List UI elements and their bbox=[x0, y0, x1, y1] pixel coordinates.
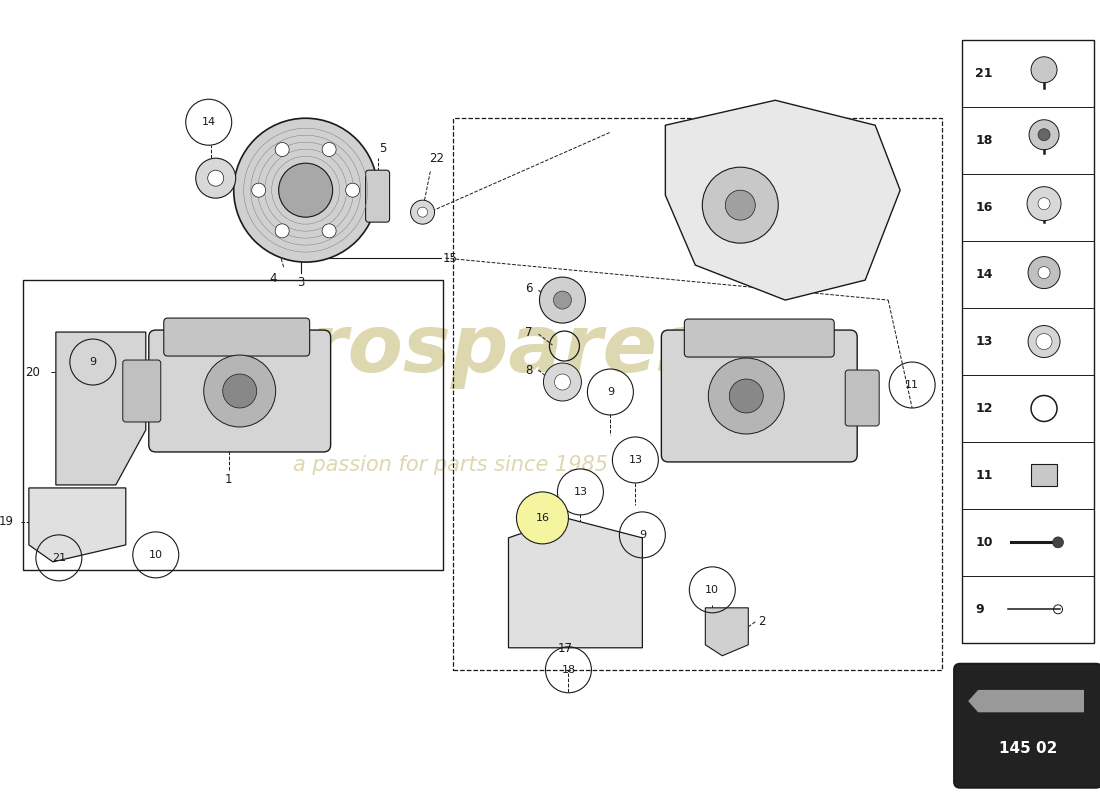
Circle shape bbox=[345, 183, 360, 197]
Circle shape bbox=[410, 200, 435, 224]
Text: 10: 10 bbox=[975, 536, 992, 549]
Polygon shape bbox=[29, 488, 125, 562]
Circle shape bbox=[543, 363, 582, 401]
Circle shape bbox=[1030, 120, 1059, 150]
Circle shape bbox=[725, 190, 756, 220]
Text: a passion for parts since 1985: a passion for parts since 1985 bbox=[293, 455, 608, 475]
Text: 1: 1 bbox=[868, 415, 876, 429]
Text: 9: 9 bbox=[89, 357, 97, 367]
Circle shape bbox=[702, 167, 779, 243]
Circle shape bbox=[1053, 537, 1064, 548]
Text: 9: 9 bbox=[639, 530, 646, 540]
FancyBboxPatch shape bbox=[123, 360, 161, 422]
FancyBboxPatch shape bbox=[148, 330, 331, 452]
Circle shape bbox=[1028, 326, 1060, 358]
Circle shape bbox=[1038, 266, 1050, 278]
Text: 13: 13 bbox=[628, 455, 642, 465]
Text: 12: 12 bbox=[733, 174, 748, 186]
Circle shape bbox=[1027, 186, 1062, 221]
Polygon shape bbox=[666, 100, 900, 300]
FancyBboxPatch shape bbox=[684, 319, 834, 357]
Text: 6: 6 bbox=[525, 282, 532, 294]
Circle shape bbox=[275, 142, 289, 157]
Text: 14: 14 bbox=[975, 268, 992, 281]
Text: 17: 17 bbox=[558, 642, 573, 654]
Text: 13: 13 bbox=[573, 487, 587, 497]
Circle shape bbox=[196, 158, 235, 198]
Text: 21: 21 bbox=[975, 67, 992, 80]
Polygon shape bbox=[56, 332, 146, 485]
Polygon shape bbox=[968, 690, 1084, 712]
Text: 1: 1 bbox=[226, 474, 232, 486]
Circle shape bbox=[1038, 129, 1050, 141]
Text: 12: 12 bbox=[975, 402, 992, 415]
Circle shape bbox=[1031, 395, 1057, 422]
Circle shape bbox=[708, 358, 784, 434]
Circle shape bbox=[233, 118, 377, 262]
Circle shape bbox=[252, 183, 266, 197]
Text: 8: 8 bbox=[525, 363, 532, 377]
Text: 3: 3 bbox=[297, 275, 305, 289]
FancyBboxPatch shape bbox=[845, 370, 879, 426]
Text: 9: 9 bbox=[607, 387, 614, 397]
FancyBboxPatch shape bbox=[365, 170, 389, 222]
Circle shape bbox=[1031, 57, 1057, 82]
Circle shape bbox=[204, 355, 276, 427]
Text: 10: 10 bbox=[705, 585, 719, 595]
Text: 145 02: 145 02 bbox=[999, 741, 1057, 756]
Text: 16: 16 bbox=[536, 513, 550, 523]
Circle shape bbox=[553, 291, 571, 309]
Polygon shape bbox=[508, 518, 642, 648]
FancyBboxPatch shape bbox=[661, 330, 857, 462]
Polygon shape bbox=[705, 608, 748, 656]
Circle shape bbox=[278, 163, 332, 217]
Text: 18: 18 bbox=[561, 665, 575, 674]
Circle shape bbox=[1036, 334, 1052, 350]
Text: 20: 20 bbox=[25, 366, 41, 378]
Text: 15: 15 bbox=[442, 252, 458, 265]
Text: 21: 21 bbox=[52, 553, 66, 563]
Circle shape bbox=[539, 277, 585, 323]
FancyBboxPatch shape bbox=[954, 664, 1100, 788]
Circle shape bbox=[275, 224, 289, 238]
Text: 4: 4 bbox=[268, 271, 276, 285]
Circle shape bbox=[1028, 257, 1060, 289]
Text: 13: 13 bbox=[975, 335, 992, 348]
Circle shape bbox=[517, 492, 569, 544]
FancyBboxPatch shape bbox=[164, 318, 309, 356]
Circle shape bbox=[322, 142, 337, 157]
Text: 14: 14 bbox=[201, 118, 216, 127]
Circle shape bbox=[729, 379, 763, 413]
Circle shape bbox=[208, 170, 223, 186]
Text: 2: 2 bbox=[759, 615, 766, 628]
Text: 5: 5 bbox=[378, 142, 386, 154]
FancyBboxPatch shape bbox=[962, 40, 1094, 643]
Text: 11: 11 bbox=[975, 469, 992, 482]
Text: 16: 16 bbox=[975, 201, 992, 214]
Text: 9: 9 bbox=[975, 603, 983, 616]
Text: 18: 18 bbox=[975, 134, 992, 147]
FancyBboxPatch shape bbox=[1031, 465, 1057, 486]
Circle shape bbox=[554, 374, 571, 390]
Text: 11: 11 bbox=[905, 380, 920, 390]
Circle shape bbox=[1038, 198, 1050, 210]
Circle shape bbox=[222, 374, 256, 408]
Circle shape bbox=[322, 224, 337, 238]
Text: 7: 7 bbox=[525, 326, 532, 338]
Text: 22: 22 bbox=[429, 152, 444, 165]
Circle shape bbox=[418, 207, 428, 217]
Text: eurospares: eurospares bbox=[196, 311, 705, 389]
Text: 19: 19 bbox=[0, 515, 13, 529]
Text: 10: 10 bbox=[148, 550, 163, 560]
